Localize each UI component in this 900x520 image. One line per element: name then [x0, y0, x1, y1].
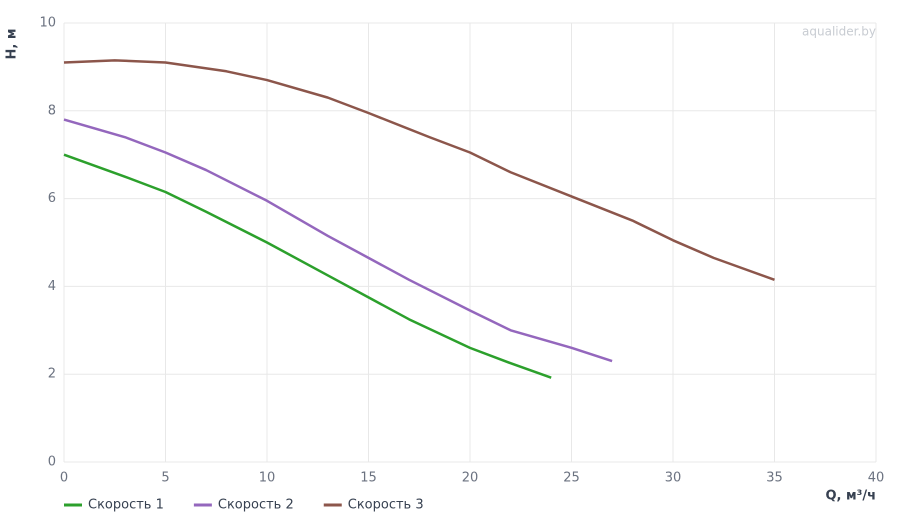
x-tick-label: 5 [161, 471, 169, 486]
x-tick-label: 0 [60, 471, 68, 486]
y-tick-label: 8 [48, 103, 56, 118]
legend-label: Скорость 3 [348, 498, 424, 513]
y-tick-label: 2 [48, 367, 56, 382]
y-tick-label: 4 [48, 279, 56, 294]
x-tick-label: 10 [259, 471, 276, 486]
x-tick-label: 20 [462, 471, 479, 486]
x-axis-title: Q, м³/ч [825, 489, 876, 504]
watermark: aqualider.by [802, 25, 876, 39]
legend-label: Скорость 2 [218, 498, 294, 513]
x-tick-label: 35 [766, 471, 783, 486]
y-axis-title: H, м [5, 29, 20, 60]
x-tick-label: 40 [868, 471, 885, 486]
x-tick-label: 25 [563, 471, 580, 486]
line [63, 59, 775, 281]
y-tick-label: 0 [48, 455, 56, 470]
y-tick-label: 10 [39, 16, 56, 31]
line [63, 153, 552, 379]
x-tick-label: 15 [360, 471, 377, 486]
y-tick-label: 6 [48, 191, 56, 206]
legend-label: Скорость 1 [88, 498, 164, 513]
line [63, 118, 613, 363]
x-tick-label: 30 [665, 471, 682, 486]
